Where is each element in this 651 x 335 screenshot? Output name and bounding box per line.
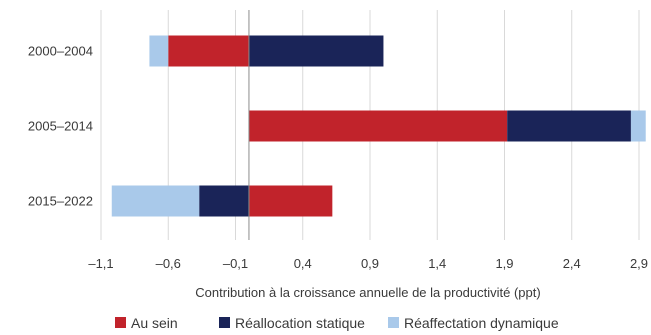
x-tick-label: 2,4 bbox=[563, 256, 581, 271]
legend-item: Au sein bbox=[115, 315, 178, 331]
bar-réaffectation-dynamique-2 bbox=[111, 185, 200, 217]
legend-label: Au sein bbox=[131, 315, 178, 331]
legend-item: Réaffectation dynamique bbox=[388, 315, 559, 331]
x-tick-label: –0,6 bbox=[156, 256, 181, 271]
bar-au-sein-0 bbox=[168, 35, 249, 67]
legend-swatch bbox=[219, 317, 230, 328]
legend: Au sein Réallocation statique Réaffectatio… bbox=[115, 315, 559, 331]
bar-réaffectation-dynamique-0 bbox=[149, 35, 169, 67]
x-tick-label: 2,9 bbox=[630, 256, 648, 271]
x-tick-label: 0,9 bbox=[361, 256, 379, 271]
bar-réallocation-statique-0 bbox=[248, 35, 384, 67]
category-labels: 2000–2004 2005–2014 2015–2022 bbox=[28, 44, 93, 209]
category-label: 2005–2014 bbox=[28, 119, 93, 134]
legend-label: Réaffectation dynamique bbox=[404, 315, 559, 331]
x-tick-label: –0,1 bbox=[223, 256, 248, 271]
x-axis-title: Contribution à la croissance annuelle de… bbox=[195, 285, 540, 300]
legend-swatch bbox=[388, 317, 399, 328]
bar-réallocation-statique-1 bbox=[507, 110, 631, 142]
bar-réallocation-statique-2 bbox=[199, 185, 249, 217]
x-tick-label: 0,4 bbox=[294, 256, 312, 271]
x-tick-label: 1,9 bbox=[495, 256, 513, 271]
x-tick-label: –1,1 bbox=[88, 256, 113, 271]
x-tick-labels: –1,1 –0,6 –0,1 0,4 0,9 1,4 1,9 2,4 2,9 bbox=[88, 256, 648, 271]
bar-au-sein-2 bbox=[248, 185, 333, 217]
bars bbox=[111, 35, 646, 217]
bar-au-sein-1 bbox=[248, 110, 508, 142]
legend-item: Réallocation statique bbox=[219, 315, 365, 331]
bar-réaffectation-dynamique-1 bbox=[630, 110, 646, 142]
category-label: 2015–2022 bbox=[28, 194, 93, 209]
legend-label: Réallocation statique bbox=[235, 315, 365, 331]
x-tick-label: 1,4 bbox=[428, 256, 446, 271]
legend-swatch bbox=[115, 317, 126, 328]
category-label: 2000–2004 bbox=[28, 44, 93, 59]
